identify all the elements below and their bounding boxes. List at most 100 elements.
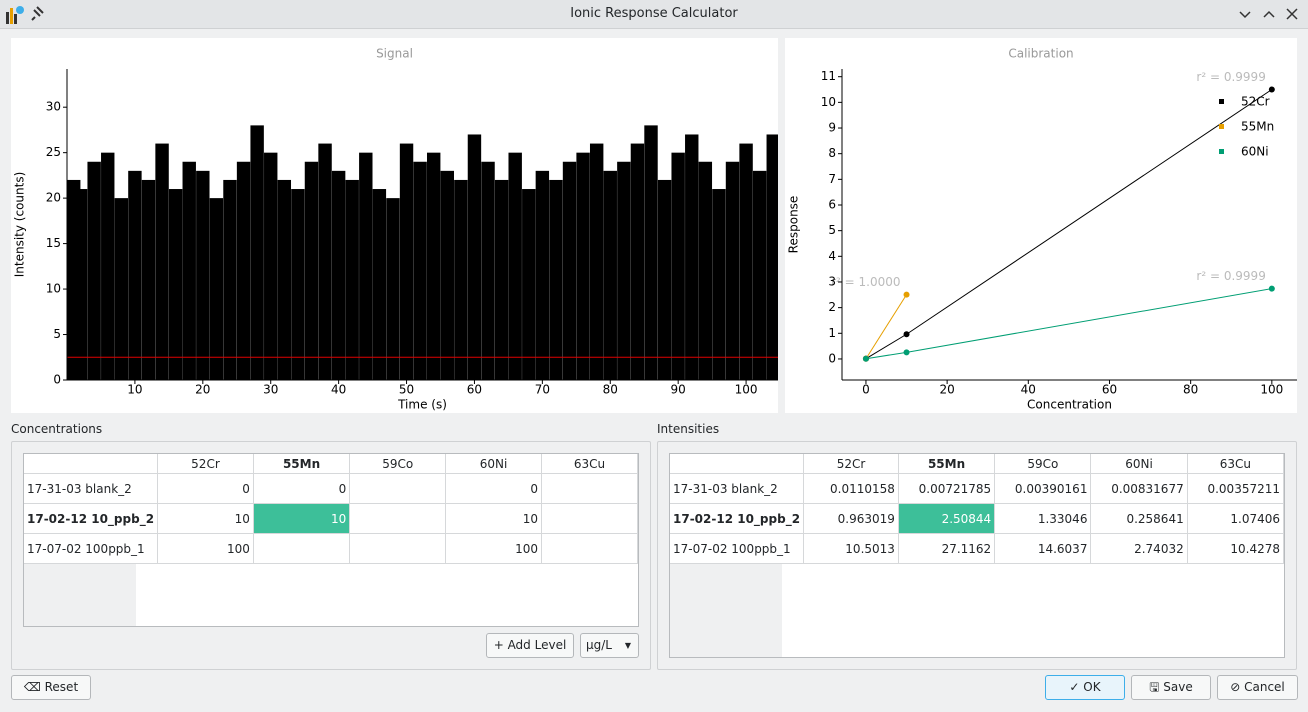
concentrations-table[interactable]: 52Cr 55Mn 59Co 60Ni 63Cu 17-31-03 blank_2 0 0 0 1…: [23, 453, 639, 627]
signal-bar: [87, 161, 101, 380]
unit-combo[interactable]: µg/L ▼: [580, 633, 639, 658]
group-title: Concentrations: [11, 422, 103, 436]
table-cell[interactable]: 0.00357211: [1187, 473, 1284, 504]
y-tick-label: 11: [821, 69, 836, 83]
legend-label: 55Mn: [1241, 120, 1274, 134]
table-cell[interactable]: [541, 473, 638, 504]
signal-bar: [331, 170, 346, 380]
signal-bar: [236, 161, 251, 380]
y-tick-label: 7: [828, 172, 836, 186]
cancel-button[interactable]: ⊘ Cancel: [1217, 675, 1298, 700]
row-header[interactable]: 17-31-03 blank_2: [24, 473, 159, 504]
signal-bar: [223, 179, 237, 380]
table-cell[interactable]: 0.963019: [803, 503, 899, 534]
table-cell[interactable]: 100: [157, 533, 254, 564]
table-cell[interactable]: [349, 473, 447, 504]
save-button[interactable]: 🖫 Save: [1131, 675, 1211, 700]
title-bar: Ionic Response Calculator: [0, 0, 1308, 29]
legend-label: 60Ni: [1241, 145, 1269, 159]
x-tick-label: 80: [603, 383, 618, 397]
legend-label: 52Cr: [1241, 95, 1270, 109]
y-tick-label: 25: [46, 145, 61, 159]
signal-bar: [630, 143, 645, 380]
table-cell[interactable]: 0.00390161: [994, 473, 1092, 504]
row-header[interactable]: 17-07-02 100ppb_1: [24, 533, 159, 564]
table-cell[interactable]: 0.00721785: [898, 473, 996, 504]
signal-bar: [264, 152, 278, 380]
table-cell[interactable]: [253, 533, 351, 564]
table-cell[interactable]: 10.4278: [1187, 533, 1284, 564]
signal-bar: [752, 170, 767, 380]
legend-marker: [1219, 149, 1224, 154]
signal-bar: [617, 161, 631, 380]
table-cell[interactable]: 2.50844: [898, 503, 996, 534]
data-point: [862, 355, 869, 362]
table-cell[interactable]: 0: [157, 473, 254, 504]
table-cell[interactable]: 0.00831677: [1090, 473, 1188, 504]
table-cell[interactable]: [541, 533, 638, 564]
signal-bar: [277, 179, 292, 380]
corner-header: [670, 454, 805, 474]
series-line: [865, 288, 1272, 360]
table-cell[interactable]: 10.5013: [803, 533, 899, 564]
x-tick-label: 60: [1102, 383, 1117, 397]
x-tick-label: 50: [399, 383, 414, 397]
r2-label: r² = 0.9999: [1196, 70, 1265, 84]
row-header[interactable]: 17-07-02 100ppb_1: [670, 533, 805, 564]
table-cell[interactable]: [349, 533, 447, 564]
column-header: 52Cr: [803, 454, 899, 474]
signal-bar: [481, 161, 495, 380]
table-cell[interactable]: 10: [157, 503, 254, 534]
table-cell[interactable]: 0.258641: [1090, 503, 1188, 534]
y-tick-label: 2: [828, 300, 836, 314]
window-title: Ionic Response Calculator: [570, 6, 738, 21]
table-cell[interactable]: 27.1162: [898, 533, 996, 564]
chart-title: Calibration: [1008, 47, 1073, 61]
x-axis-label: Time (s): [397, 398, 447, 412]
y-tick-label: 4: [828, 249, 836, 263]
signal-bar: [698, 161, 713, 380]
table: 52Cr 55Mn 59Co 60Ni 63Cu 17-31-03 blank_2 0.01…: [670, 454, 1284, 564]
add-level-button[interactable]: + Add Level: [486, 633, 574, 658]
x-tick-label: 20: [939, 383, 954, 397]
signal-bar: [467, 134, 482, 380]
y-tick-label: 5: [828, 223, 836, 237]
table-cell[interactable]: 1.33046: [994, 503, 1092, 534]
signal-bar: [413, 161, 427, 380]
row-header[interactable]: 17-02-12 10_ppb_2: [670, 503, 805, 534]
table-cell[interactable]: [541, 503, 638, 534]
row-header[interactable]: 17-31-03 blank_2: [670, 473, 805, 504]
table-cell[interactable]: 1.07406: [1187, 503, 1284, 534]
table-cell[interactable]: 100: [445, 533, 542, 564]
x-tick-label: 60: [467, 383, 482, 397]
row-header[interactable]: 17-02-12 10_ppb_2: [24, 503, 159, 534]
signal-bar: [549, 179, 563, 380]
x-tick-label: 80: [1183, 383, 1198, 397]
group-title: Intensities: [657, 422, 720, 436]
signal-bar: [494, 179, 509, 380]
ok-button[interactable]: ✓ OK: [1045, 675, 1125, 700]
series-line: [865, 89, 1273, 360]
y-tick-label: 1: [828, 326, 836, 340]
signal-bar: [114, 198, 129, 380]
x-tick-label: 30: [263, 383, 278, 397]
table-cell[interactable]: 14.6037: [994, 533, 1092, 564]
button-label: Save: [1163, 680, 1193, 694]
signal-bar: [318, 143, 332, 380]
table-cell[interactable]: 0: [445, 473, 542, 504]
signal-bar: [522, 189, 536, 380]
table-cell[interactable]: 0.0110158: [803, 473, 899, 504]
calibration-panel: [785, 38, 1297, 413]
table-cell[interactable]: 2.74032: [1090, 533, 1188, 564]
table-cell[interactable]: 0: [253, 473, 351, 504]
table-cell[interactable]: 10: [445, 503, 542, 534]
signal-bar: [372, 189, 387, 380]
combo-label: µg/L: [586, 638, 612, 652]
table-cell[interactable]: 10: [253, 503, 351, 534]
column-header: 52Cr: [157, 454, 254, 474]
intensities-table[interactable]: 52Cr 55Mn 59Co 60Ni 63Cu 17-31-03 blank_2 0.01…: [669, 453, 1285, 658]
table-cell[interactable]: [349, 503, 447, 534]
window-controls[interactable]: [1234, 6, 1300, 22]
reset-button[interactable]: ⌫ Reset: [11, 675, 91, 700]
signal-bar: [644, 125, 658, 380]
